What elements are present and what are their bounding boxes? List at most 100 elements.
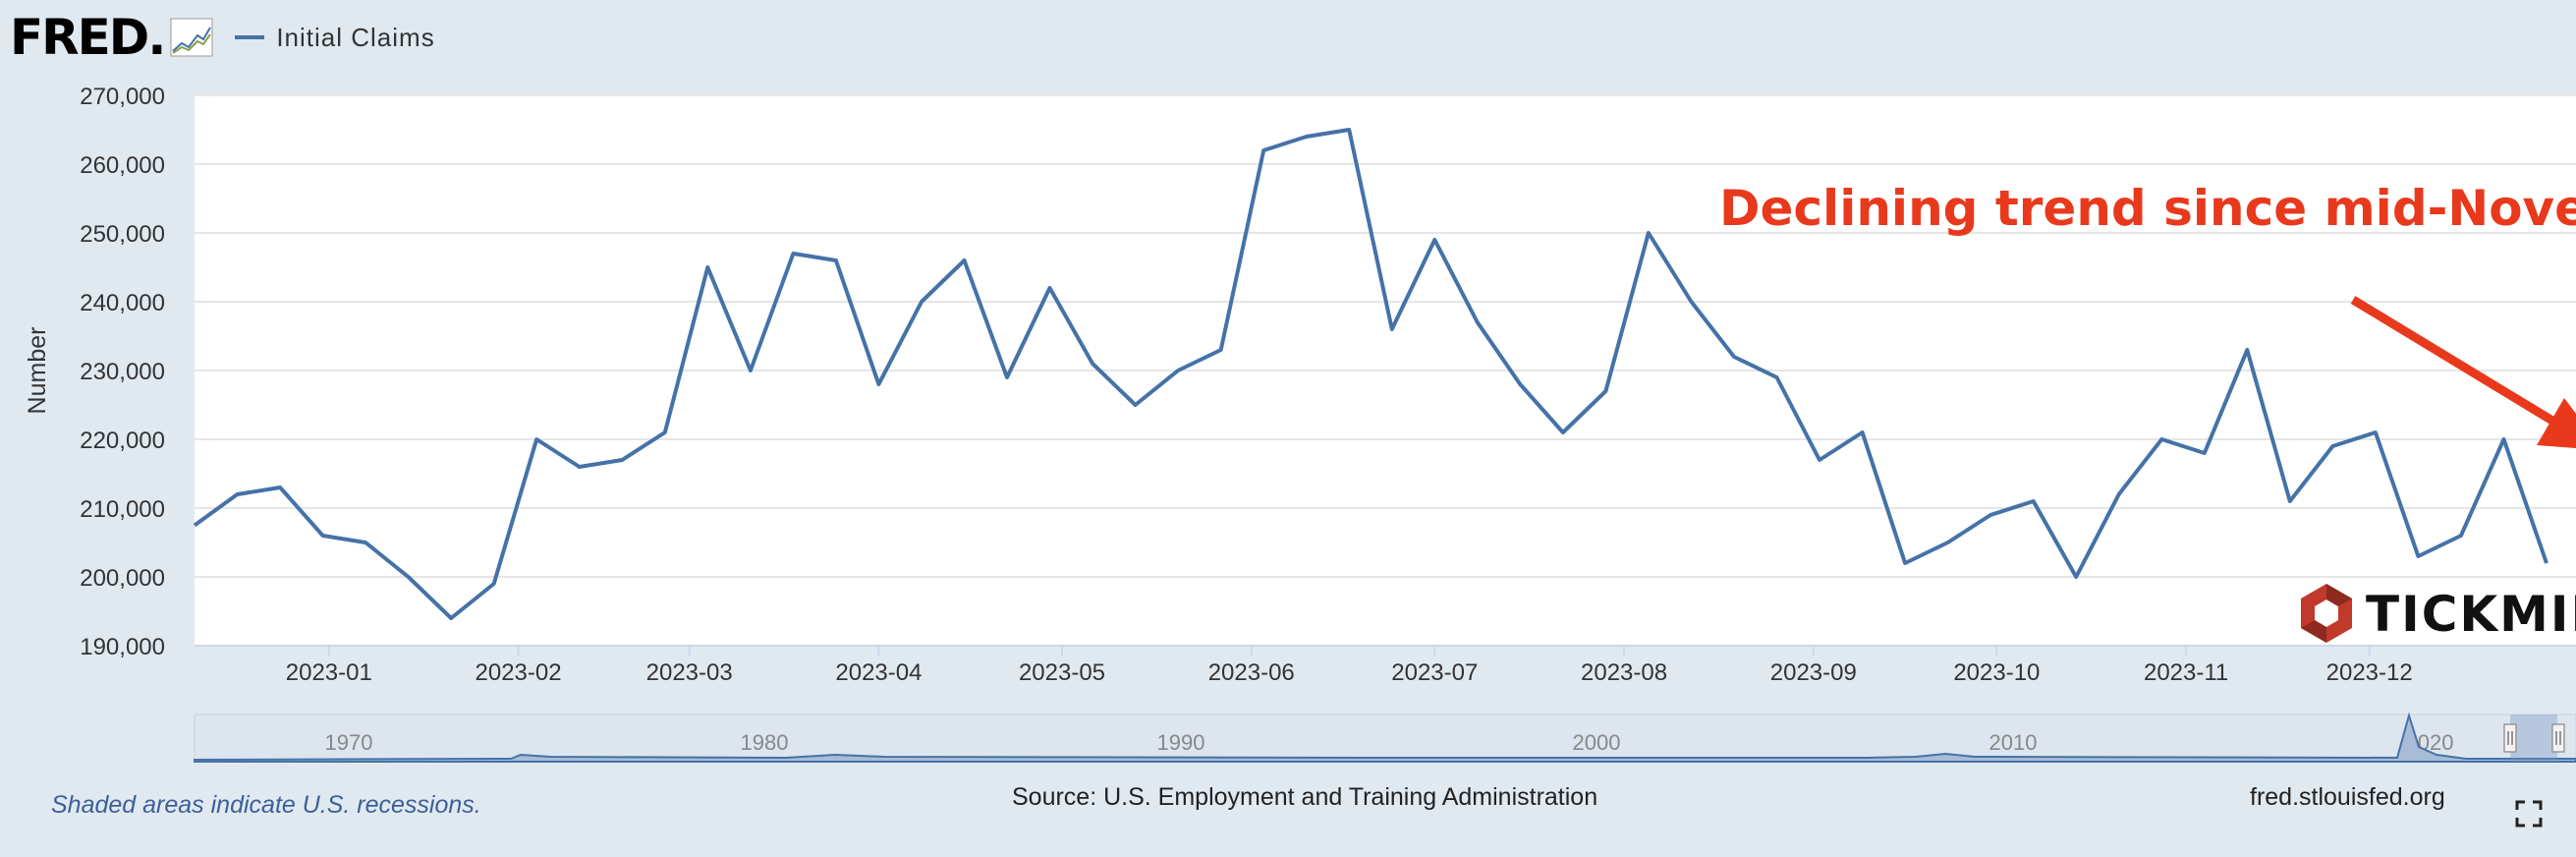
- data-point[interactable]: [1902, 560, 1908, 566]
- data-point[interactable]: [790, 251, 796, 257]
- data-point[interactable]: [1133, 402, 1139, 408]
- data-point[interactable]: [1988, 512, 1993, 518]
- data-point[interactable]: [577, 464, 583, 470]
- legend[interactable]: Initial Claims: [235, 23, 434, 53]
- data-point[interactable]: [1090, 361, 1095, 367]
- navigator-selection: [2510, 714, 2557, 762]
- data-point[interactable]: [1346, 127, 1352, 133]
- x-tick-label: 2023-12: [2326, 659, 2413, 686]
- y-tick-label: 250,000: [80, 221, 165, 248]
- x-tick-label: 2023-05: [1019, 659, 1105, 686]
- navigator-labels: 1970 1980 1990 2000 2010 2020: [325, 730, 2454, 755]
- y-tick-label: 260,000: [80, 152, 165, 179]
- legend-swatch: [235, 35, 265, 39]
- data-point[interactable]: [533, 436, 539, 442]
- data-point[interactable]: [1860, 429, 1866, 435]
- x-tick-label: 2023-06: [1208, 659, 1295, 686]
- y-axis-ticks: 190,000 200,000 210,000 220,000 230,000 240,0…: [80, 84, 165, 660]
- navigator-label: 1990: [1157, 730, 1205, 755]
- y-axis-label: Number: [24, 327, 51, 415]
- data-point[interactable]: [491, 581, 497, 587]
- data-point[interactable]: [363, 540, 368, 545]
- annotation-arrow: [2350, 296, 2576, 448]
- data-point[interactable]: [2458, 533, 2464, 539]
- data-point[interactable]: [1945, 540, 1951, 545]
- legend-label: Initial Claims: [276, 22, 435, 52]
- data-point[interactable]: [1817, 457, 1822, 463]
- data-point[interactable]: [1731, 354, 1737, 360]
- tickmill-logo-icon: [2301, 584, 2352, 643]
- navigator-left-handle[interactable]: [2503, 723, 2517, 753]
- y-tick-label: 230,000: [80, 359, 165, 385]
- header: FRED. Initial Claims: [10, 8, 435, 67]
- data-point[interactable]: [406, 574, 412, 580]
- fullscreen-icon[interactable]: [2515, 800, 2543, 828]
- data-point[interactable]: [2287, 498, 2293, 504]
- data-point[interactable]: [875, 381, 881, 387]
- data-point[interactable]: [1175, 368, 1181, 373]
- navigator-label: 1970: [325, 730, 373, 755]
- data-point[interactable]: [1389, 326, 1395, 332]
- data-point[interactable]: [962, 257, 968, 263]
- data-point[interactable]: [1560, 429, 1566, 435]
- y-tick-label: 270,000: [80, 84, 165, 110]
- data-point[interactable]: [320, 533, 326, 539]
- navigator-label: 2000: [1573, 730, 1621, 755]
- data-point[interactable]: [1260, 147, 1266, 153]
- x-tick-label: 2023-11: [2144, 659, 2228, 686]
- x-tick-label: 2023-01: [286, 659, 372, 686]
- data-point[interactable]: [619, 457, 625, 463]
- data-point[interactable]: [2544, 560, 2549, 566]
- data-point[interactable]: [2373, 429, 2379, 435]
- data-point[interactable]: [1004, 374, 1010, 380]
- y-tick-label: 190,000: [80, 634, 165, 660]
- data-point[interactable]: [662, 429, 668, 435]
- data-point[interactable]: [2116, 491, 2122, 497]
- data-point[interactable]: [1646, 230, 1652, 236]
- navigator-right-handle[interactable]: [2551, 723, 2565, 753]
- data-point[interactable]: [833, 257, 839, 263]
- data-point[interactable]: [2073, 574, 2079, 580]
- data-point[interactable]: [1047, 285, 1053, 291]
- data-point[interactable]: [192, 523, 197, 529]
- data-point[interactable]: [748, 368, 754, 373]
- x-tick-label: 2023-02: [476, 659, 562, 686]
- recession-note: Shaded areas indicate U.S. recessions.: [51, 791, 481, 819]
- data-point[interactable]: [2329, 443, 2335, 449]
- data-point[interactable]: [704, 264, 710, 270]
- data-point[interactable]: [1475, 319, 1481, 325]
- tickmill-wordmark: TICKMILL: [2366, 586, 2576, 643]
- data-point[interactable]: [2415, 553, 2421, 559]
- data-point[interactable]: [2158, 436, 2164, 442]
- data-point[interactable]: [1689, 299, 1695, 305]
- x-axis-ticks: 2023-01 2023-02 2023-03 2023-04 2023-05 2023-…: [286, 646, 2413, 686]
- fred-logo[interactable]: FRED.: [10, 9, 166, 66]
- fred-url-link[interactable]: fred.stlouisfed.org: [2250, 783, 2445, 811]
- data-point[interactable]: [235, 491, 241, 497]
- data-point[interactable]: [448, 615, 454, 621]
- x-tick-label: 2023-04: [835, 659, 922, 686]
- navigator[interactable]: 1970 1980 1990 2000 2010 2020: [194, 712, 2576, 763]
- data-point[interactable]: [1431, 237, 1437, 243]
- x-tick-label: 2023-07: [1391, 659, 1478, 686]
- data-point[interactable]: [277, 485, 283, 490]
- data-point[interactable]: [1774, 374, 1780, 380]
- data-point[interactable]: [1218, 347, 1224, 353]
- series-initial-claims: [192, 127, 2549, 621]
- x-tick-label: 2023-10: [1953, 659, 2040, 686]
- y-tick-label: 200,000: [80, 565, 165, 592]
- data-point[interactable]: [1602, 388, 1608, 394]
- data-point[interactable]: [2202, 450, 2208, 456]
- data-point[interactable]: [2031, 498, 2037, 504]
- navigator-label: 2010: [1989, 730, 2038, 755]
- data-point[interactable]: [919, 299, 924, 305]
- data-point[interactable]: [1304, 134, 1310, 140]
- data-point[interactable]: [2244, 347, 2250, 353]
- x-tick-label: 2023-09: [1770, 659, 1857, 686]
- navigator-track: [194, 714, 2576, 763]
- data-point[interactable]: [2501, 436, 2507, 442]
- x-tick-label: 2023-03: [646, 659, 733, 686]
- data-point[interactable]: [1517, 381, 1523, 387]
- y-tick-label: 240,000: [80, 290, 165, 316]
- series-line[interactable]: [193, 128, 2548, 620]
